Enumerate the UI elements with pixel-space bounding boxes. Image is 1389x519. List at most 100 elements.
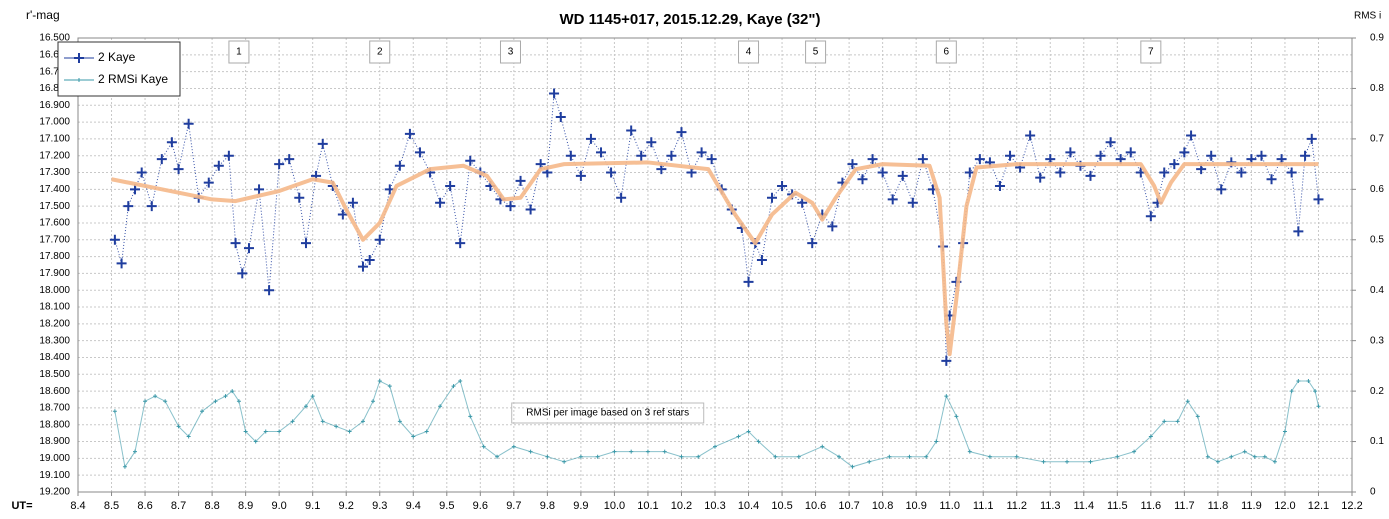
y-tick-label: 17.700 (39, 234, 70, 245)
y2-tick-label: 0 (1370, 487, 1376, 498)
series-point (387, 384, 392, 389)
series-point (394, 160, 405, 171)
y2-tick-label: 0.1 (1370, 436, 1384, 447)
y-tick-label: 18.400 (39, 352, 70, 363)
event-marker-box (738, 40, 760, 64)
series-point (451, 384, 456, 389)
series-point (807, 238, 818, 249)
series-point (112, 409, 117, 414)
series-point (645, 449, 650, 454)
series-point (847, 159, 858, 170)
series-point (357, 261, 368, 272)
series-point (713, 444, 717, 449)
series-point (1313, 194, 1324, 205)
y-tick-label: 18.900 (39, 436, 70, 447)
y2-tick-label: 0.2 (1370, 386, 1384, 397)
series-point (143, 399, 148, 404)
y-tick-label: 16.700 (39, 66, 70, 77)
x-tick-label: 9.3 (372, 500, 387, 512)
y-tick-label: 18.300 (39, 335, 70, 346)
series-point (300, 238, 311, 249)
series-point (1195, 414, 1200, 419)
series-point (696, 454, 701, 459)
legend-marker (74, 53, 84, 63)
plot-frame (77, 37, 1353, 493)
series-point (1316, 404, 1321, 409)
series-point (867, 459, 872, 464)
series-point (1055, 167, 1066, 178)
x-tick-label: 9.2 (339, 500, 354, 512)
series-point (944, 394, 949, 399)
series-point (626, 125, 637, 136)
series-point (1115, 454, 1120, 459)
series-point (163, 399, 168, 404)
series-point (183, 118, 194, 129)
series-point (495, 454, 500, 459)
series-point (438, 404, 443, 409)
series-point (435, 197, 446, 208)
series-point (1085, 170, 1096, 181)
series-point (743, 276, 754, 287)
y2-axis-label: RMS i (1354, 11, 1381, 22)
series-point (887, 454, 892, 459)
series-point (310, 394, 315, 399)
series-point (857, 174, 868, 185)
series-point (766, 192, 777, 203)
series-point (887, 194, 898, 205)
series-point (636, 150, 647, 161)
x-tick-label: 12.1 (1308, 500, 1329, 512)
series-point (455, 238, 466, 249)
series-point (109, 234, 120, 245)
x-tick-label: 9.9 (573, 500, 588, 512)
y-tick-label: 18.600 (39, 386, 70, 397)
x-tick-label: 11.7 (1174, 500, 1195, 512)
series-point (525, 204, 536, 215)
series-point (1256, 150, 1267, 161)
series-point (274, 159, 285, 170)
y-tick-label: 18.700 (39, 403, 70, 414)
event-marker-label: 7 (1148, 47, 1154, 58)
series-point (320, 419, 325, 424)
series-point (263, 429, 268, 434)
series-point (1206, 150, 1217, 161)
y-tick-label: 16.900 (39, 100, 70, 111)
series-point (1175, 419, 1180, 424)
x-tick-label: 11.4 (1073, 500, 1094, 512)
series-point (676, 127, 687, 138)
x-tick-label: 8.4 (70, 500, 85, 512)
series-point (1313, 389, 1318, 394)
series-point (616, 192, 627, 203)
series-point (213, 399, 218, 404)
series-point (877, 167, 888, 178)
series-point (777, 180, 788, 191)
legend-label: 2 RMSi Kaye (98, 72, 168, 86)
series-point (1095, 150, 1106, 161)
series-point (337, 209, 348, 220)
x-tick-label: 10.3 (704, 500, 725, 512)
series-point (666, 150, 677, 161)
series-point (277, 429, 282, 434)
series-point (528, 449, 533, 454)
series-point (1252, 454, 1257, 459)
series-point (1065, 459, 1070, 464)
series-point (1014, 454, 1019, 459)
series-point (230, 238, 241, 249)
annotation-box (511, 402, 705, 424)
series-point (756, 254, 767, 265)
series-point (897, 170, 908, 181)
series-point (924, 454, 929, 459)
series-point (404, 128, 415, 139)
series-point (1215, 459, 1220, 464)
x-tick-label: 11.5 (1107, 500, 1128, 512)
series-point (176, 424, 181, 429)
x-tick-label: 9.0 (272, 500, 287, 512)
x-tick-label: 11.6 (1141, 500, 1162, 512)
y2-tick-label: 0.4 (1370, 285, 1384, 296)
series-point (1186, 130, 1197, 141)
series-point (1162, 419, 1167, 424)
event-marker-box (935, 40, 957, 64)
series-point (1035, 172, 1046, 183)
series-point (596, 147, 607, 158)
x-tick-label: 10.6 (805, 500, 826, 512)
series-line (114, 380, 1319, 469)
